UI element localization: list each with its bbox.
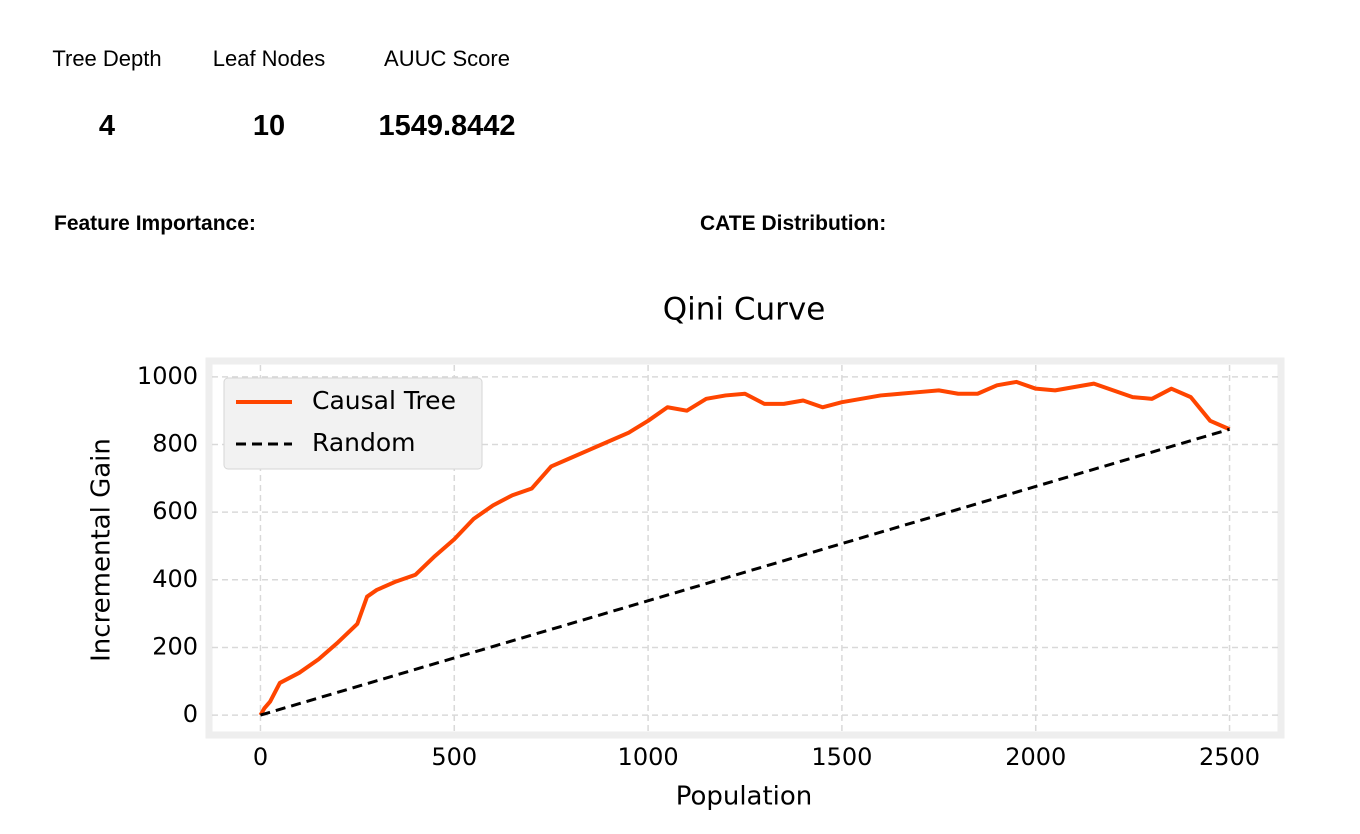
- metric-value: 1549.8442: [378, 110, 516, 142]
- legend: Causal Tree Random: [223, 377, 483, 470]
- x-tick-label: 500: [431, 743, 477, 771]
- x-tick-label: 1500: [811, 743, 872, 771]
- x-axis-label: Population: [676, 782, 813, 812]
- y-tick-label: 400: [152, 565, 198, 593]
- metric-label: Tree Depth: [52, 46, 162, 71]
- x-tick-label: 2000: [1005, 743, 1066, 771]
- y-tick-label: 600: [152, 497, 198, 525]
- section-heading: Feature Importance:: [54, 212, 256, 235]
- x-tick-label: 0: [253, 743, 268, 771]
- metric-label: AUUC Score: [384, 46, 510, 71]
- series-line: [258, 379, 1231, 717]
- series-line: [260, 427, 1230, 717]
- legend-label: Causal Tree: [312, 386, 456, 415]
- y-tick-label: 1000: [137, 362, 198, 390]
- metric-value: 10: [252, 110, 286, 142]
- x-tick-label: 1000: [618, 743, 679, 771]
- y-tick-label: 200: [152, 632, 198, 660]
- metric-value: 4: [98, 110, 116, 142]
- legend-label: Random: [312, 428, 416, 457]
- chart-title: Qini Curve: [663, 292, 826, 328]
- x-tick-label: 2500: [1199, 743, 1260, 771]
- y-tick-label: 800: [152, 429, 198, 457]
- y-axis-label: Incremental Gain: [87, 438, 117, 662]
- metric-label: Leaf Nodes: [212, 46, 326, 71]
- y-tick-label: 0: [183, 700, 198, 728]
- section-heading: CATE Distribution:: [700, 212, 887, 235]
